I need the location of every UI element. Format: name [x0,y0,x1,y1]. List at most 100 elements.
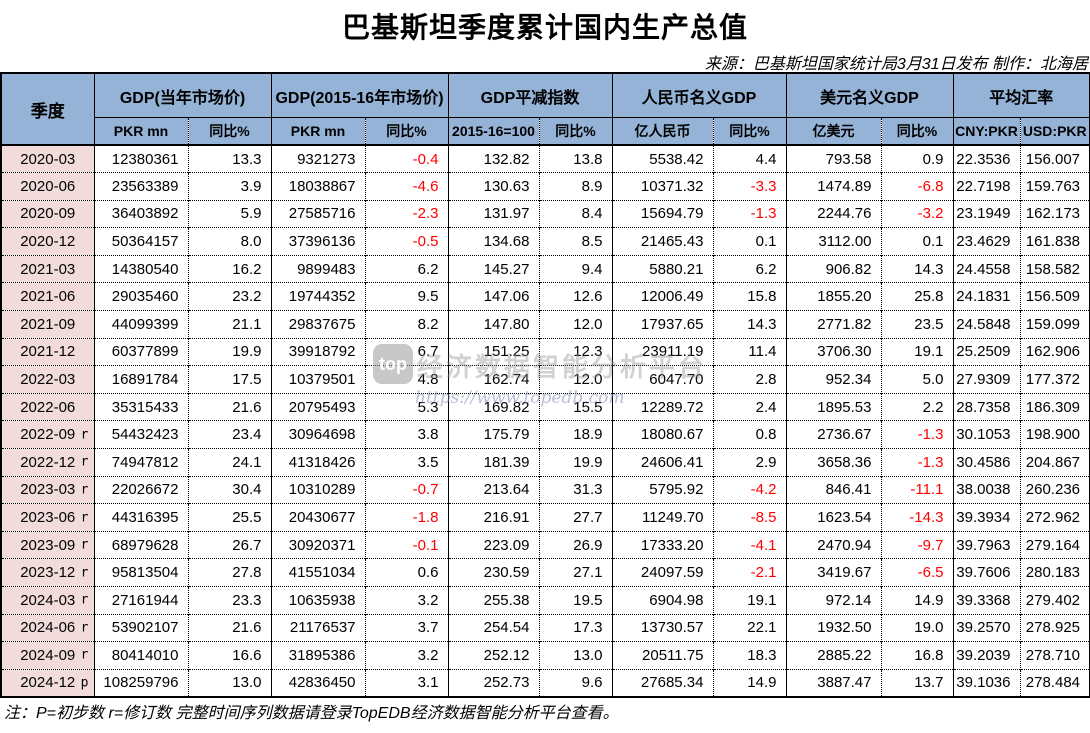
value-cell: 31895386 [271,641,366,670]
value-cell: 19.1 [713,586,787,615]
value-cell: 1932.50 [786,613,882,642]
value-cell: 39.3368 [953,586,1021,615]
subheader-yoy-usd: 同比% [881,117,954,145]
value-cell: 6047.70 [612,365,714,394]
value-cell: 19.9 [188,337,272,366]
value-cell: 16.6 [188,641,272,670]
value-cell: 24.1 [188,448,272,477]
value-cell: 13.0 [539,641,613,670]
value-cell: 17.3 [539,613,613,642]
value-cell: 16.2 [188,254,272,283]
value-cell: 1623.54 [786,503,882,532]
value-cell: 11.4 [713,337,787,366]
quarter-label: 2021-06 [20,288,76,306]
value-cell: 13.7 [881,668,954,697]
value-cell: 793.58 [786,145,882,173]
table-row: 2023-06 r 44316395 25.5 20430677 -1.8 216.91 27… [1,503,1090,532]
value-cell: 19744352 [271,282,366,311]
value-cell: 5880.21 [612,254,714,283]
subheader-yoy-constant: 同比% [365,117,449,145]
quarter-label: 2022-12 [20,453,76,471]
value-cell: 27585716 [271,199,366,228]
quarter-cell: 2020-09 [1,199,95,228]
value-cell: 80414010 [94,641,189,670]
value-cell: 5.3 [365,392,449,421]
value-cell: 12.3 [539,337,613,366]
value-cell: 254.54 [448,613,540,642]
value-cell: 1895.53 [786,392,882,421]
value-cell: 252.73 [448,668,540,697]
value-cell: 3.2 [365,641,449,670]
value-cell: 15.5 [539,392,613,421]
quarter-label: 2021-03 [20,260,76,278]
value-cell: 159.763 [1020,172,1090,201]
subheader-yoy-deflator: 同比% [539,117,613,145]
value-cell: 41551034 [271,558,366,587]
value-cell: 158.582 [1020,254,1090,283]
value-cell: 19.1 [881,337,954,366]
value-cell: 27.8 [188,558,272,587]
value-cell: 8.9 [539,172,613,201]
value-cell: 17937.65 [612,310,714,339]
value-cell: 131.97 [448,199,540,228]
table-row: 2021-03 14380540 16.2 9899483 6.2 145.27 9.4 58… [1,254,1090,283]
value-cell: 13730.57 [612,613,714,642]
quarter-cell: 2020-06 [1,172,95,201]
value-cell: 162.74 [448,365,540,394]
value-cell: 260.236 [1020,475,1090,504]
value-cell: 280.183 [1020,558,1090,587]
revision-marker: r [80,427,89,443]
value-cell: 151.25 [448,337,540,366]
revision-marker: r [80,592,89,608]
value-cell: 10379501 [271,365,366,394]
quarter-label: 2024-06 [20,619,76,637]
table-row: 2024-06 r 53902107 21.6 21176537 3.7 254.54 17.… [1,613,1090,642]
value-cell: 30964698 [271,420,366,449]
subheader-deflator-base: 2015-16=100 [448,117,540,145]
value-cell: 17333.20 [612,530,714,559]
value-cell: 0.8 [713,420,787,449]
value-cell: 175.79 [448,420,540,449]
value-cell: 12289.72 [612,392,714,421]
value-cell: -1.3 [881,448,954,477]
value-cell: 22.3536 [953,145,1021,173]
value-cell: 145.27 [448,254,540,283]
table-row: 2024-09 r 80414010 16.6 31895386 3.2 252.12 13.… [1,641,1090,670]
table-row: 2020-09 36403892 5.9 27585716 -2.3 131.97 8.4 1… [1,199,1090,228]
value-cell: 39918792 [271,337,366,366]
value-cell: 161.838 [1020,227,1090,256]
value-cell: 18.9 [539,420,613,449]
value-cell: 17.5 [188,365,272,394]
value-cell: 6.2 [713,254,787,283]
value-cell: 21.6 [188,613,272,642]
value-cell: -4.1 [713,530,787,559]
value-cell: 4.4 [713,145,787,173]
quarter-label: 2023-12 [20,564,76,582]
value-cell: 2885.22 [786,641,882,670]
value-cell: 26.7 [188,530,272,559]
value-cell: 31.3 [539,475,613,504]
value-cell: 42836450 [271,668,366,697]
value-cell: 18080.67 [612,420,714,449]
value-cell: 2.8 [713,365,787,394]
value-cell: 50364157 [94,227,189,256]
value-cell: 2.9 [713,448,787,477]
value-cell: -4.6 [365,172,449,201]
quarter-column-header: 季度 [1,73,95,145]
value-cell: 2244.76 [786,199,882,228]
value-cell: 14.9 [713,668,787,697]
value-cell: 11249.70 [612,503,714,532]
value-cell: 278.484 [1020,668,1090,697]
value-cell: -14.3 [881,503,954,532]
quarter-cell: 2023-06 r [1,503,95,532]
value-cell: 24.4558 [953,254,1021,283]
value-cell: 278.710 [1020,641,1090,670]
value-cell: 41318426 [271,448,366,477]
quarter-cell: 2021-03 [1,254,95,283]
value-cell: 952.34 [786,365,882,394]
value-cell: 3419.67 [786,558,882,587]
value-cell: 972.14 [786,586,882,615]
table-row: 2023-12 r 95813504 27.8 41551034 0.6 230.59 27.… [1,558,1090,587]
value-cell: 108259796 [94,668,189,697]
